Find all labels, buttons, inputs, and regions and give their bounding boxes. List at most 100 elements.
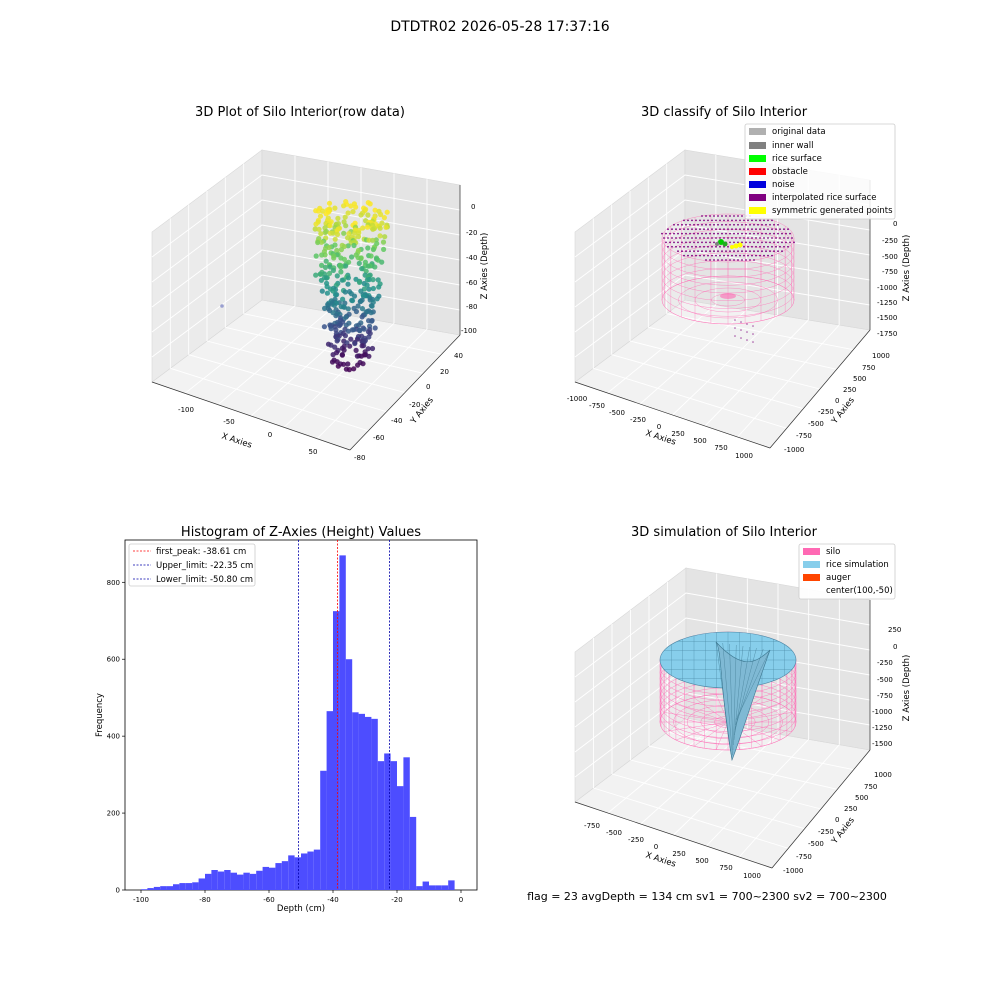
raw-data-point <box>326 200 333 206</box>
interpolated-surface-point <box>785 232 787 235</box>
sim-x-tick: 0 <box>654 843 658 851</box>
histogram-bar <box>339 555 346 890</box>
legend-swatch-noise <box>749 181 766 188</box>
sim-y-tick: -500 <box>808 840 824 848</box>
raw-data-point <box>315 239 321 246</box>
histogram-bar <box>301 853 308 890</box>
floor-grid-line <box>316 328 428 439</box>
classify-z-tick: -250 <box>882 237 898 245</box>
raw-y-tick: 20 <box>440 368 449 376</box>
interpolated-surface-point <box>755 254 757 257</box>
classify-symmetric-marker <box>733 243 739 249</box>
interpolated-surface-point <box>752 333 754 335</box>
interpolated-surface-point <box>759 228 761 231</box>
simulation-x-ticks: -750 -500 -250 0 250 500 750 1000 <box>584 822 761 880</box>
raw-y-tick: -80 <box>354 454 365 462</box>
raw-data-point <box>323 211 329 217</box>
x-axis-line <box>151 381 351 451</box>
rice-cone-mesh-line <box>733 644 737 746</box>
interpolated-surface-point <box>759 237 761 239</box>
interpolated-surface-point <box>739 219 741 222</box>
sim-z-tick: -750 <box>877 692 893 700</box>
histogram-bar <box>166 886 173 890</box>
interpolated-surface-point <box>717 223 719 226</box>
interpolated-surface-point <box>763 254 765 257</box>
classify-y-tick: 250 <box>843 386 856 394</box>
raw-data-point <box>326 270 333 276</box>
raw-data-point <box>332 205 338 211</box>
interpolated-surface-point <box>711 245 713 248</box>
raw-data-point <box>312 226 318 232</box>
interpolated-surface-point <box>731 228 733 231</box>
panel-histogram: Histogram of Z-Axies (Height) Values -10… <box>95 525 478 914</box>
silo-floor-ring <box>694 287 762 313</box>
raw-data-point <box>366 334 372 340</box>
legend-label-center: center(100,-50) <box>826 586 893 596</box>
interpolated-surface-point <box>775 237 777 239</box>
interpolated-surface-point <box>729 232 731 235</box>
interpolated-surface-point <box>667 245 669 248</box>
raw-x-tick: 0 <box>268 431 272 439</box>
interpolated-surface-point <box>789 241 791 244</box>
raw-data-point <box>323 275 330 281</box>
raw-data-point <box>338 247 344 253</box>
raw-y-tick: -20 <box>409 401 420 409</box>
legend-label-rice-simulation: rice simulation <box>826 560 889 570</box>
interpolated-surface-point <box>769 223 771 226</box>
raw-data-point <box>341 304 347 310</box>
raw-data-point <box>359 343 365 349</box>
raw-data-point <box>338 264 344 270</box>
sim-z-tick: -1500 <box>872 740 892 748</box>
raw-data-point <box>367 201 373 207</box>
panel-simulation: 3D simulation of Silo Interior -750 -500… <box>574 525 912 880</box>
classify-x-tick: -500 <box>609 409 625 417</box>
interpolated-surface-point <box>697 232 699 235</box>
interpolated-surface-point <box>725 223 727 226</box>
interpolated-surface-point <box>763 237 765 239</box>
sim-z-tick: -250 <box>877 659 893 667</box>
silo-floor-ring <box>661 275 795 325</box>
classify-y-tick: 500 <box>853 375 866 383</box>
raw-data-point <box>370 237 376 243</box>
classify-x-tick: 0 <box>657 423 661 431</box>
interpolated-surface-point <box>751 219 753 222</box>
raw-data-point <box>365 212 371 218</box>
raw-data-point <box>341 203 347 209</box>
interpolated-surface-point <box>747 237 749 239</box>
histogram-bar <box>441 885 449 890</box>
classify-y-tick: -750 <box>796 432 812 440</box>
histogram-x-tick-label: -100 <box>133 896 149 904</box>
interpolated-surface-point <box>729 223 731 226</box>
interpolated-surface-point <box>723 219 725 222</box>
histogram-bar <box>377 761 385 890</box>
raw-data-point <box>355 233 362 240</box>
interpolated-surface-point <box>701 223 703 226</box>
raw-data-point <box>366 237 372 243</box>
raw-z-tick: -20 <box>466 229 477 237</box>
histogram-bar <box>249 873 257 890</box>
raw-data-point <box>376 284 382 290</box>
wall-horizontal-grid-line <box>151 199 461 283</box>
interpolated-surface-point <box>767 254 769 257</box>
raw-data-point <box>342 289 348 295</box>
raw-data-point <box>365 245 371 251</box>
raw-data-point <box>339 277 345 283</box>
raw-data-point <box>384 209 390 215</box>
interpolated-surface-point <box>695 228 697 231</box>
histogram-y-ticks: 0 200 400 600 800 <box>107 579 125 895</box>
histogram-bars <box>141 555 455 890</box>
sim-x-tick: -500 <box>606 829 622 837</box>
raw-data-point <box>330 230 336 236</box>
raw-data-point <box>338 269 344 275</box>
raw-data-point <box>330 288 336 294</box>
interpolated-surface-point <box>779 237 781 239</box>
histogram-y-tick-label: 0 <box>116 887 120 895</box>
interpolated-surface-point <box>775 228 777 231</box>
raw-data-point <box>368 253 374 259</box>
interpolated-surface-point <box>695 254 697 257</box>
classify-z-axis-label: Z Axies (Depth) <box>902 235 912 302</box>
interpolated-surface-point <box>729 215 731 217</box>
raw-data-point <box>370 277 376 283</box>
interpolated-surface-point <box>705 250 707 253</box>
raw-z-tick: -80 <box>466 303 477 311</box>
